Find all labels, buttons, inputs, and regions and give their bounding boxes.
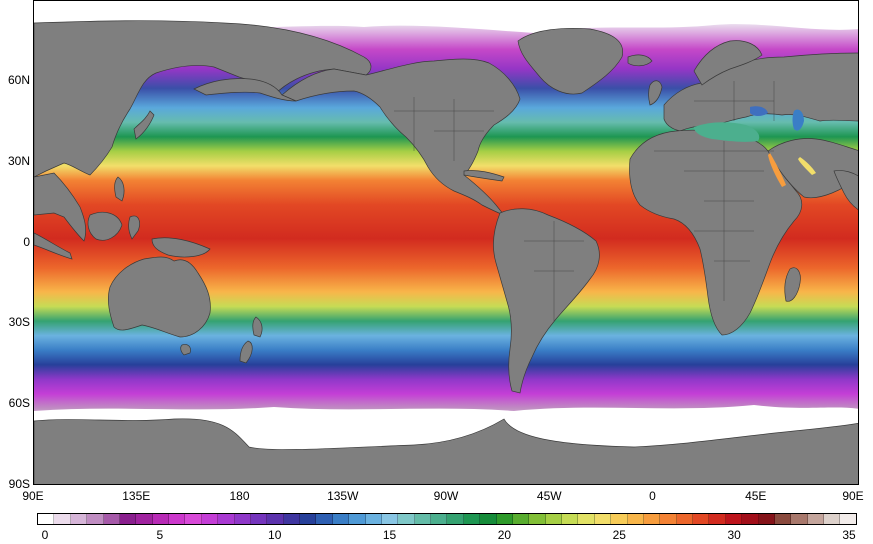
color-scale-tick-label: 15 <box>382 528 397 542</box>
color-scale-swatch <box>529 514 546 524</box>
color-scale-swatch <box>103 514 120 524</box>
color-scale-swatch <box>774 514 792 524</box>
color-scale-swatch <box>365 514 382 524</box>
color-scale-swatch <box>283 514 300 524</box>
color-scale-swatch <box>250 514 268 524</box>
color-scale-tick-label: 0 <box>41 528 49 542</box>
longitude-tick-label: 180 <box>229 489 250 503</box>
color-scale-tick-label: 25 <box>612 528 626 542</box>
color-scale-tick-label: 5 <box>156 528 164 542</box>
color-scale-swatch <box>54 514 71 524</box>
color-scale-swatch <box>169 514 186 524</box>
latitude-tick-label: 0 <box>23 234 30 249</box>
color-scale-swatch <box>545 514 562 524</box>
latitude-tick-label: 60S <box>8 396 30 411</box>
color-scale-tick-label: 20 <box>497 528 512 542</box>
latitude-tick-label: 60N <box>7 72 30 87</box>
color-scale-swatch <box>300 514 317 524</box>
color-scale-swatch <box>38 514 55 524</box>
color-scale-swatch <box>119 514 137 524</box>
color-scale-swatch <box>381 514 399 524</box>
color-scale-swatch <box>398 514 415 524</box>
color-scale-tick-label: 10 <box>268 528 282 542</box>
color-scale-swatch <box>152 514 169 524</box>
longitude-tick-label: 90E <box>842 489 864 503</box>
color-scale-swatch <box>840 514 856 524</box>
longitude-tick-label: 90W <box>433 489 459 503</box>
color-scale-swatch <box>627 514 644 524</box>
color-scale-swatch <box>693 514 710 524</box>
latitude-tick-label: 30S <box>8 315 30 330</box>
color-scale-swatch <box>643 514 661 524</box>
longitude-tick-label: 135W <box>327 489 359 503</box>
color-scale-swatch <box>201 514 219 524</box>
color-scale-swatch <box>578 514 595 524</box>
color-scale-swatch <box>676 514 693 524</box>
color-scale-bar <box>37 513 857 525</box>
color-scale-tick-label: 35 <box>842 528 856 542</box>
latitude-tick-label: 90S <box>8 477 30 491</box>
color-scale-swatch <box>332 514 350 524</box>
color-scale-tick-label: 30 <box>727 528 741 542</box>
color-scale-swatch <box>824 514 841 524</box>
color-scale-swatch <box>758 514 775 524</box>
longitude-tick-label: 45E <box>745 489 767 503</box>
color-scale-swatch <box>463 514 481 524</box>
color-scale-swatch <box>70 514 88 524</box>
color-scale-swatch <box>742 514 759 524</box>
color-scale-swatch <box>447 514 464 524</box>
inland-seas <box>694 106 816 187</box>
color-scale-swatch <box>512 514 530 524</box>
color-scale-swatch <box>136 514 153 524</box>
color-scale-swatch <box>414 514 431 524</box>
color-scale-swatch <box>496 514 513 524</box>
longitude-tick-label: 135E <box>122 489 151 503</box>
latitude-tick-label: 30N <box>7 153 30 168</box>
color-scale-swatch <box>709 514 726 524</box>
sea-surface-temperature-map <box>34 1 858 484</box>
color-scale-swatch <box>725 514 743 524</box>
color-scale-swatch <box>431 514 448 524</box>
color-scale-swatch <box>611 514 628 524</box>
color-scale-swatch <box>234 514 251 524</box>
color-scale-swatch <box>660 514 677 524</box>
color-scale-swatch <box>562 514 579 524</box>
color-scale-swatch <box>267 514 284 524</box>
color-scale-swatch <box>349 514 366 524</box>
land-masses <box>34 20 858 484</box>
color-scale-swatch <box>807 514 824 524</box>
color-scale-swatch <box>87 514 104 524</box>
country-borders <box>394 81 775 321</box>
color-scale-swatch <box>594 514 612 524</box>
color-scale-swatch <box>218 514 235 524</box>
map-panel <box>33 0 859 485</box>
color-scale-swatch <box>316 514 333 524</box>
longitude-tick-label: 0 <box>649 489 656 503</box>
longitude-tick-label: 90E <box>22 489 44 503</box>
color-scale-swatch <box>185 514 202 524</box>
longitude-tick-label: 45W <box>536 489 562 503</box>
color-scale-swatch <box>480 514 497 524</box>
color-scale-swatch <box>791 514 808 524</box>
